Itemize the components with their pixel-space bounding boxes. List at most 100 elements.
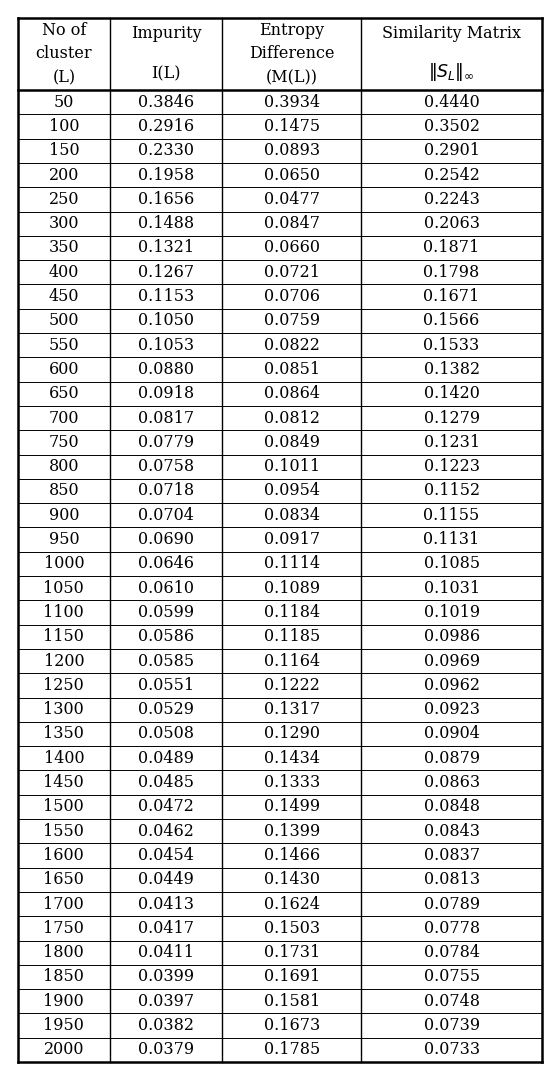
Text: 0.0508: 0.0508 <box>138 726 194 742</box>
Text: 0.0848: 0.0848 <box>423 798 479 815</box>
Text: 1900: 1900 <box>44 993 84 1010</box>
Text: 1150: 1150 <box>44 629 85 645</box>
Text: 0.2901: 0.2901 <box>423 143 479 159</box>
Text: 0.2330: 0.2330 <box>138 143 194 159</box>
Text: 800: 800 <box>49 458 79 475</box>
Text: 0.0472: 0.0472 <box>138 798 194 815</box>
Text: 0.0706: 0.0706 <box>264 288 320 305</box>
Text: 0.0599: 0.0599 <box>138 604 194 621</box>
Text: 0.0399: 0.0399 <box>138 969 194 985</box>
Text: 0.0834: 0.0834 <box>264 507 320 524</box>
Text: 0.0379: 0.0379 <box>138 1041 194 1058</box>
Text: 0.1434: 0.1434 <box>264 750 320 767</box>
Text: 550: 550 <box>49 337 79 353</box>
Text: 0.1222: 0.1222 <box>264 677 320 693</box>
Text: 0.0962: 0.0962 <box>423 677 479 693</box>
Text: 1550: 1550 <box>44 823 85 839</box>
Text: 1350: 1350 <box>44 726 85 742</box>
Text: 0.0411: 0.0411 <box>138 944 194 961</box>
Text: 250: 250 <box>49 191 79 207</box>
Text: 0.1420: 0.1420 <box>424 386 479 402</box>
Text: 0.1223: 0.1223 <box>423 458 479 475</box>
Text: 0.0893: 0.0893 <box>264 143 320 159</box>
Text: 0.0779: 0.0779 <box>138 434 194 450</box>
Text: 0.0646: 0.0646 <box>138 555 194 572</box>
Text: 0.1185: 0.1185 <box>264 629 320 645</box>
Text: 0.0610: 0.0610 <box>138 580 194 596</box>
Text: 0.1656: 0.1656 <box>138 191 194 207</box>
Text: 0.0449: 0.0449 <box>138 872 194 888</box>
Text: 0.2542: 0.2542 <box>424 166 479 184</box>
Text: (M(L)): (M(L)) <box>266 69 318 86</box>
Text: 900: 900 <box>49 507 79 524</box>
Text: 150: 150 <box>49 143 79 159</box>
Text: 1250: 1250 <box>44 677 84 693</box>
Text: 0.1958: 0.1958 <box>138 166 194 184</box>
Text: 50: 50 <box>54 94 74 110</box>
Text: 0.0660: 0.0660 <box>264 240 320 256</box>
Text: I(L): I(L) <box>151 66 181 83</box>
Text: 0.0923: 0.0923 <box>423 701 479 718</box>
Text: 0.0851: 0.0851 <box>264 361 320 378</box>
Text: 950: 950 <box>49 531 79 548</box>
Text: 1050: 1050 <box>44 580 84 596</box>
Text: 0.0733: 0.0733 <box>423 1041 480 1058</box>
Text: 1650: 1650 <box>44 872 85 888</box>
Text: 0.0784: 0.0784 <box>423 944 479 961</box>
Text: 0.1267: 0.1267 <box>138 264 194 281</box>
Text: Entropy: Entropy <box>259 22 324 39</box>
Text: (L): (L) <box>52 69 76 86</box>
Text: 0.1731: 0.1731 <box>264 944 320 961</box>
Text: No of: No of <box>41 22 86 39</box>
Text: 0.1164: 0.1164 <box>264 652 320 670</box>
Text: 850: 850 <box>49 483 79 499</box>
Text: 0.0489: 0.0489 <box>138 750 194 767</box>
Text: Impurity: Impurity <box>130 25 202 42</box>
Text: 0.0817: 0.0817 <box>138 409 194 427</box>
Text: cluster: cluster <box>35 45 92 63</box>
Text: 0.2916: 0.2916 <box>138 118 194 135</box>
Text: 0.0690: 0.0690 <box>138 531 194 548</box>
Text: 1400: 1400 <box>44 750 84 767</box>
Text: 0.1321: 0.1321 <box>138 240 194 256</box>
Text: 1450: 1450 <box>44 774 84 791</box>
Text: 0.0843: 0.0843 <box>423 823 479 839</box>
Text: 700: 700 <box>49 409 79 427</box>
Text: 0.1155: 0.1155 <box>423 507 480 524</box>
Text: 0.1488: 0.1488 <box>138 215 194 232</box>
Text: 0.3934: 0.3934 <box>264 94 320 110</box>
Text: 0.0778: 0.0778 <box>423 920 480 936</box>
Text: 300: 300 <box>49 215 79 232</box>
Text: 0.1871: 0.1871 <box>423 240 480 256</box>
Text: 0.1785: 0.1785 <box>264 1041 320 1058</box>
Text: 0.0755: 0.0755 <box>423 969 480 985</box>
Text: 0.0880: 0.0880 <box>138 361 194 378</box>
Text: 0.1499: 0.1499 <box>264 798 320 815</box>
Text: Similarity Matrix: Similarity Matrix <box>382 25 521 42</box>
Text: 0.0397: 0.0397 <box>138 993 194 1010</box>
Text: 0.0551: 0.0551 <box>138 677 194 693</box>
Text: 0.4440: 0.4440 <box>424 94 479 110</box>
Text: 0.1089: 0.1089 <box>264 580 320 596</box>
Text: 0.3502: 0.3502 <box>423 118 479 135</box>
Text: 0.1114: 0.1114 <box>264 555 320 572</box>
Text: 0.0822: 0.0822 <box>264 337 320 353</box>
Text: 0.0529: 0.0529 <box>138 701 194 718</box>
Text: 0.1673: 0.1673 <box>264 1017 320 1034</box>
Text: 0.0849: 0.0849 <box>264 434 320 450</box>
Text: 1950: 1950 <box>44 1017 85 1034</box>
Text: 1750: 1750 <box>44 920 85 936</box>
Text: 1500: 1500 <box>44 798 84 815</box>
Text: 0.1581: 0.1581 <box>264 993 320 1010</box>
Text: 0.1475: 0.1475 <box>264 118 320 135</box>
Text: 0.1050: 0.1050 <box>138 312 194 329</box>
Text: 0.1131: 0.1131 <box>423 531 480 548</box>
Text: 0.0718: 0.0718 <box>138 483 194 499</box>
Text: 1600: 1600 <box>44 847 84 864</box>
Text: 0.1152: 0.1152 <box>423 483 480 499</box>
Text: 0.3846: 0.3846 <box>138 94 194 110</box>
Text: 0.1153: 0.1153 <box>138 288 194 305</box>
Text: 0.0918: 0.0918 <box>138 386 194 402</box>
Text: 0.0417: 0.0417 <box>138 920 194 936</box>
Text: 0.1533: 0.1533 <box>423 337 480 353</box>
